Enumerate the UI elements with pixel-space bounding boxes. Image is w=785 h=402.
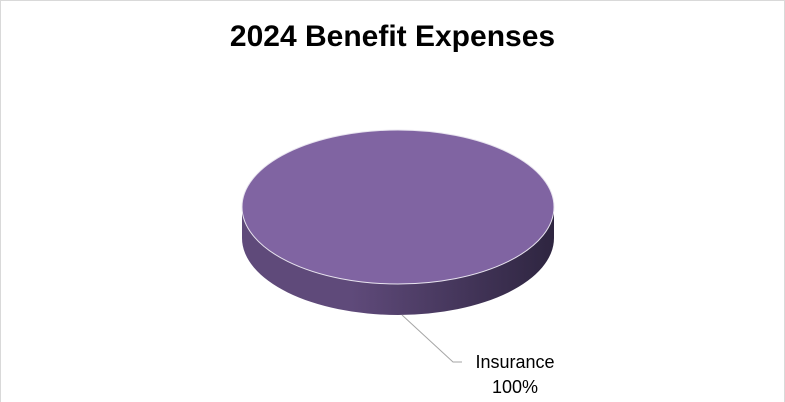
chart-title: 2024 Benefit Expenses xyxy=(229,20,556,53)
leader-line xyxy=(401,314,462,363)
pie-slice-insurance[interactable] xyxy=(241,129,555,285)
pie-slice-insurance-side xyxy=(242,207,554,315)
slice-label-insurance: Insurance xyxy=(475,352,554,372)
slice-percent-insurance: 100% xyxy=(492,377,538,397)
